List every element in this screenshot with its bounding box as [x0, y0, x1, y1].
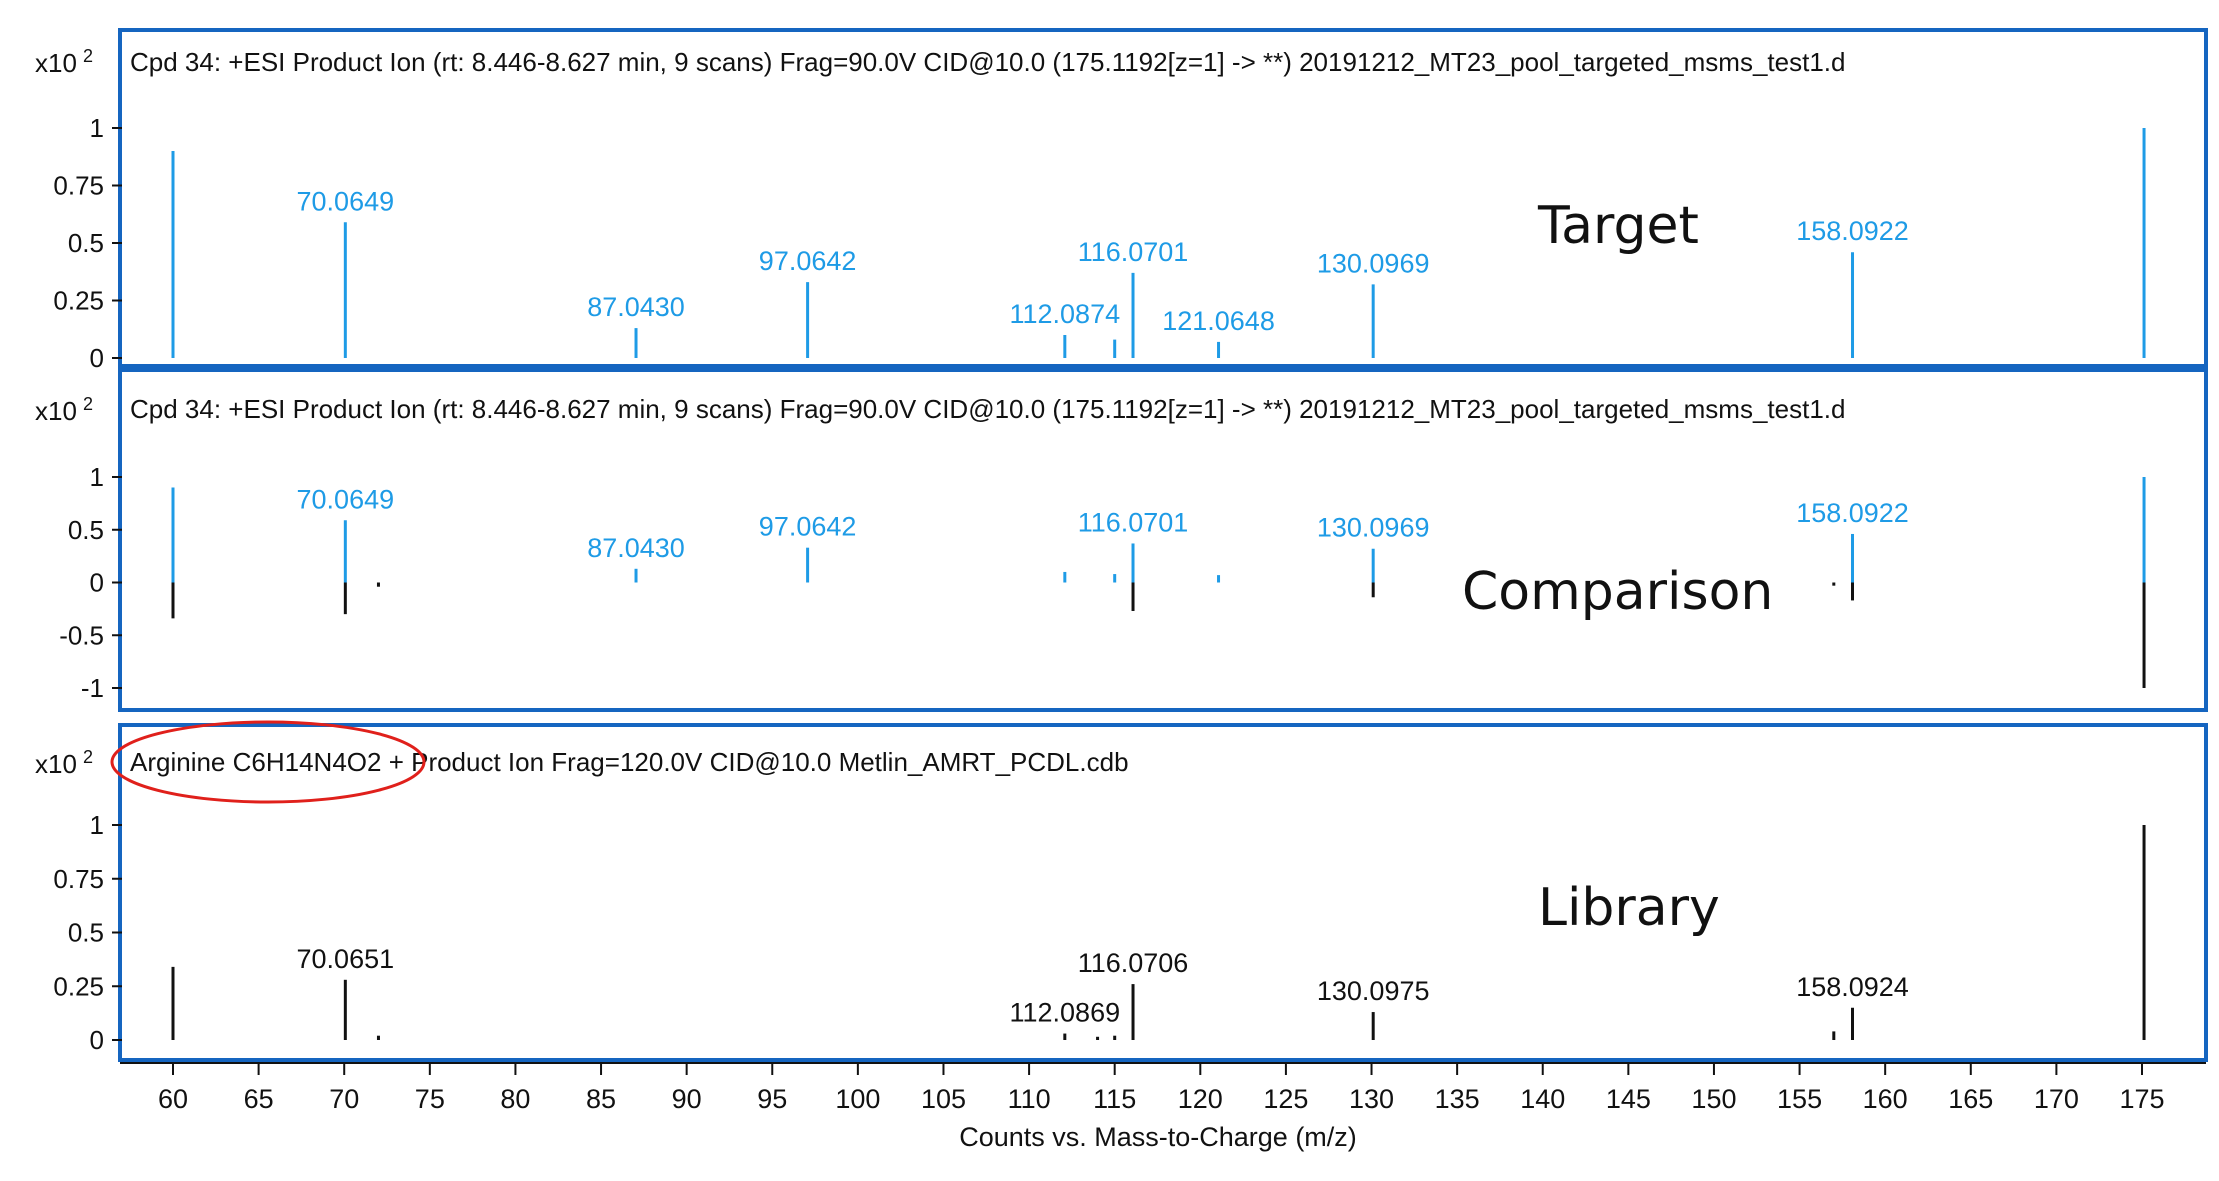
x-tick-label: 75	[415, 1084, 445, 1114]
peak-label: 87.0430	[587, 292, 685, 322]
peak-label: 97.0642	[759, 512, 857, 542]
panel-frame-library	[118, 723, 2208, 1062]
y-tick-label: 0.75	[53, 171, 104, 201]
x-tick-label: 155	[1777, 1084, 1822, 1114]
y-tick-label: 0.25	[53, 971, 104, 1001]
panel-frame-comparison	[118, 368, 2208, 712]
x-tick-label: 140	[1520, 1084, 1565, 1114]
panel-header-target: Cpd 34: +ESI Product Ion (rt: 8.446-8.62…	[130, 47, 1845, 77]
y-tick-label: 0	[90, 343, 104, 373]
y-tick-label: 0.75	[53, 864, 104, 894]
y-tick-label: 0.5	[68, 918, 104, 948]
peak-label: 158.0922	[1796, 498, 1909, 528]
x-tick-label: 165	[1948, 1084, 1993, 1114]
scale-exponent: 2	[83, 394, 93, 414]
x-tick-label: 85	[586, 1084, 616, 1114]
scale-exponent: 2	[83, 747, 93, 767]
x-tick-label: 60	[158, 1084, 188, 1114]
highlight-ellipse	[110, 720, 426, 804]
peak-label: 87.0430	[587, 533, 685, 563]
peak-label: 130.0969	[1317, 248, 1430, 278]
y-tick-label: 0.25	[53, 286, 104, 316]
x-tick-label: 130	[1349, 1084, 1394, 1114]
peak-label: 158.0922	[1796, 216, 1909, 246]
peak-label: 97.0642	[759, 246, 857, 276]
peak-label: 116.0706	[1078, 948, 1189, 978]
y-tick-label: 0.5	[68, 228, 104, 258]
peak-label: 130.0975	[1317, 976, 1430, 1006]
scale-label: x10	[35, 749, 77, 779]
y-tick-label: 0	[90, 568, 104, 598]
y-tick-label: -0.5	[59, 620, 104, 650]
peak-label: 70.0649	[297, 484, 395, 514]
x-tick-label: 135	[1435, 1084, 1480, 1114]
x-tick-label: 65	[244, 1084, 274, 1114]
peak-label: 130.0969	[1317, 513, 1430, 543]
x-tick-label: 170	[2034, 1084, 2079, 1114]
y-tick-label: 1	[90, 810, 104, 840]
comparison-overlay-label: Comparison	[1462, 562, 1774, 622]
x-tick-label: 90	[672, 1084, 702, 1114]
y-tick-label: 0.5	[68, 515, 104, 545]
x-tick-label: 95	[757, 1084, 787, 1114]
peak-label: 121.0648	[1162, 306, 1275, 336]
peak-label: 112.0874	[1010, 299, 1121, 329]
x-tick-label: 175	[2119, 1084, 2164, 1114]
y-tick-label: 1	[90, 113, 104, 143]
target-overlay-label: Target	[1538, 196, 1699, 256]
x-tick-label: 120	[1178, 1084, 1223, 1114]
x-tick-label: 115	[1093, 1084, 1136, 1114]
y-tick-label: 1	[90, 462, 104, 492]
x-tick-label: 125	[1263, 1084, 1308, 1114]
panel-header-comparison: Cpd 34: +ESI Product Ion (rt: 8.446-8.62…	[130, 394, 1845, 424]
peak-label: 70.0649	[297, 186, 395, 216]
x-tick-label: 110	[1008, 1084, 1051, 1114]
scale-label: x10	[35, 396, 77, 426]
panel-header-library: Arginine C6H14N4O2 + Product Ion Frag=12…	[130, 747, 1129, 777]
x-tick-label: 70	[329, 1084, 359, 1114]
peak-label: 112.0869	[1010, 998, 1121, 1028]
x-tick-label: 105	[921, 1084, 966, 1114]
y-tick-label: -1	[81, 673, 104, 703]
x-tick-label: 150	[1691, 1084, 1736, 1114]
peak-label: 158.0924	[1796, 972, 1909, 1002]
peak-label: 116.0701	[1078, 507, 1189, 537]
peak-label: 70.0651	[297, 944, 395, 974]
peak-label: 116.0701	[1078, 237, 1189, 267]
x-tick-label: 145	[1606, 1084, 1651, 1114]
scale-exponent: 2	[83, 46, 93, 66]
x-tick-label: 100	[835, 1084, 880, 1114]
y-tick-label: 0	[90, 1025, 104, 1055]
scale-label: x10	[35, 48, 77, 78]
x-axis-title: Counts vs. Mass-to-Charge (m/z)	[959, 1122, 1357, 1152]
x-tick-label: 80	[500, 1084, 530, 1114]
panel-frame-target	[118, 28, 2208, 368]
library-overlay-label: Library	[1538, 878, 1720, 938]
x-tick-label: 160	[1863, 1084, 1908, 1114]
